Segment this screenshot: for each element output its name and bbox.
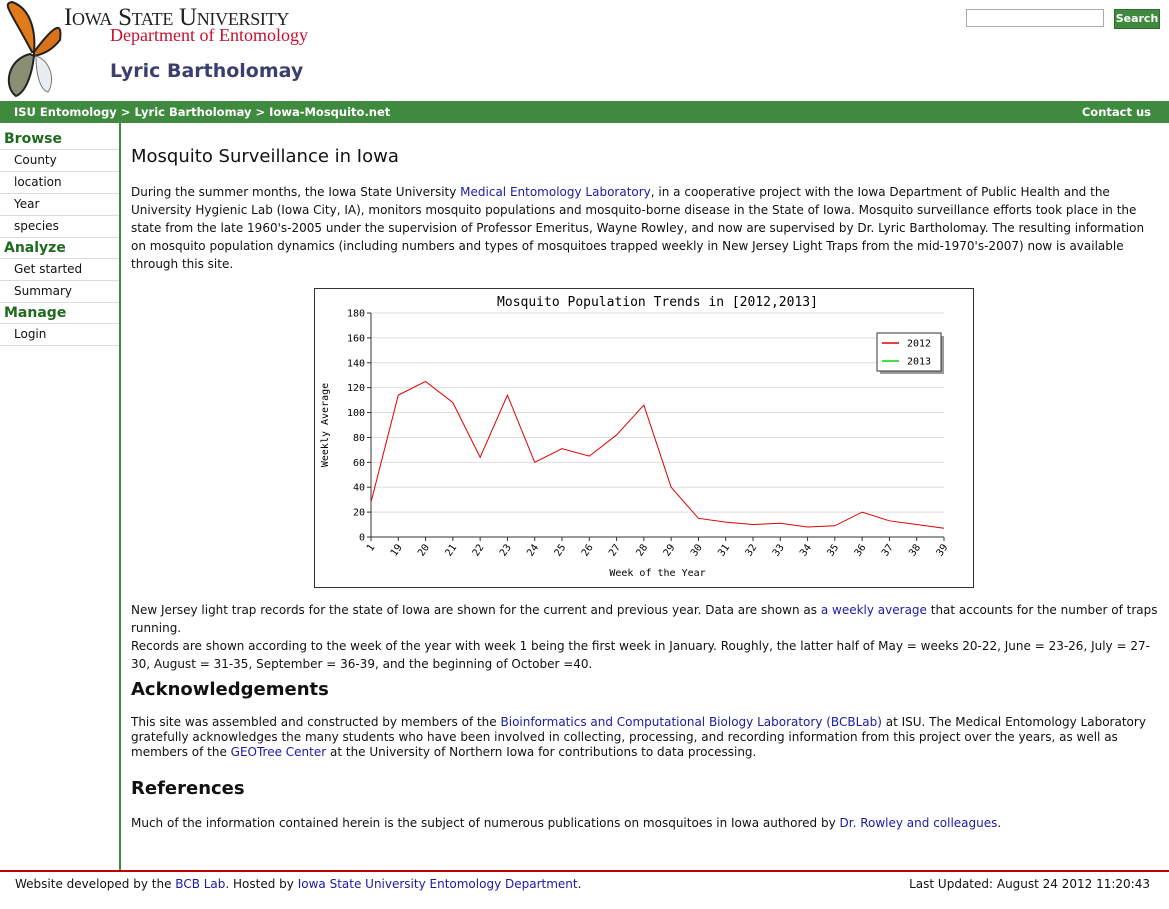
butterfly-logo	[6, 0, 62, 98]
link[interactable]: Iowa State University Entomology Departm…	[297, 877, 578, 891]
series-line	[370, 380, 945, 529]
text: at the University of Northern Iowa for c…	[326, 745, 757, 759]
contact-link[interactable]: Contact us	[1081, 105, 1151, 119]
y-tick-label: 20	[353, 508, 365, 519]
breadcrumb-link[interactable]: Iowa-Mosquito.net	[269, 105, 391, 119]
legend	[876, 332, 942, 372]
sidebar-link[interactable]: Get started	[0, 259, 119, 281]
sidebar-link[interactable]: species	[0, 216, 119, 238]
y-tick-label: 80	[353, 433, 365, 444]
intro-paragraph: During the summer months, the Iowa State…	[131, 183, 1151, 273]
link[interactable]: GEOTree Center	[230, 745, 327, 759]
department-name: Department of Entomology	[110, 25, 308, 45]
text: at ISU. The Medical Entomology Laborator…	[131, 715, 1146, 759]
sidebar-link[interactable]: Summary	[0, 281, 119, 303]
x-tick-label: 1	[365, 542, 377, 553]
y-tick-label: 180	[347, 309, 365, 320]
text: . Hosted by	[225, 877, 298, 891]
text: Records are shown according to the week …	[131, 639, 1150, 671]
y-tick-label: 160	[347, 333, 365, 344]
chart-title: Mosquito Population Trends in [2012,2013…	[497, 295, 818, 310]
y-tick-label: 40	[353, 483, 365, 494]
last-updated: Last Updated: August 24 2012 11:20:43	[909, 877, 1150, 891]
text: Website developed by the	[15, 877, 176, 891]
sidebar: Browse County location Year species Analyze Ge…	[0, 129, 119, 346]
link[interactable]: a weekly average	[820, 603, 927, 617]
link[interactable]: Dr. Rowley and colleagues	[839, 816, 998, 830]
search-button[interactable]: Search	[1114, 9, 1160, 29]
link[interactable]: Bioinformatics and Computational Biology…	[500, 715, 882, 729]
x-axis-label: Week of the Year	[609, 568, 705, 579]
text: This site was assembled and constructed …	[131, 715, 501, 729]
breadcrumb-separator: >	[255, 105, 266, 119]
text: .	[577, 877, 582, 891]
link[interactable]: BCB Lab	[175, 877, 226, 891]
sidebar-heading: Manage	[0, 303, 119, 324]
y-tick-label: 0	[359, 533, 365, 544]
chart: Mosquito Population Trends in [2012,2013…	[314, 288, 974, 588]
text: , in a cooperative project with the Iowa…	[131, 185, 1145, 271]
text: that accounts for the number of traps ru…	[131, 603, 1158, 635]
link[interactable]: Medical Entomology Laboratory	[460, 185, 651, 199]
legend-label: 2012	[907, 339, 931, 350]
breadcrumb-link[interactable]: Lyric Bartholomay	[134, 105, 252, 119]
ack-paragraph: This site was assembled and constructed …	[131, 715, 1151, 760]
sidebar-heading: Browse	[0, 129, 119, 150]
footer-credits: Website developed by the BCB Lab. Hosted…	[15, 877, 581, 891]
sidebar-divider	[119, 123, 121, 871]
breadcrumb-link[interactable]: ISU Entomology	[14, 105, 117, 119]
section-heading: Acknowledgements	[131, 679, 329, 700]
ref-paragraph: Much of the information contained herein…	[131, 814, 1151, 832]
sidebar-link[interactable]: location	[0, 172, 119, 194]
section-heading: References	[131, 778, 245, 799]
y-axis-label: Weekly Average	[320, 383, 331, 467]
y-tick-label: 140	[347, 358, 365, 369]
text: New Jersey light trap records for the st…	[131, 603, 821, 617]
legend-label: 2013	[907, 357, 931, 368]
chart-frame	[314, 288, 974, 588]
y-tick-label: 100	[347, 408, 365, 419]
sidebar-heading: Analyze	[0, 238, 119, 259]
text: During the summer months, the Iowa State…	[131, 185, 461, 199]
site-title[interactable]: Lyric Bartholomay	[110, 60, 304, 82]
breadcrumb-separator: >	[120, 105, 131, 119]
sidebar-link[interactable]: Login	[0, 324, 119, 346]
footer-rule	[0, 870, 1169, 872]
sidebar-link[interactable]: County	[0, 150, 119, 172]
notes-paragraph: New Jersey light trap records for the st…	[131, 601, 1161, 673]
text: Much of the information contained herein…	[131, 816, 840, 830]
university-name: Iowa State University	[64, 4, 290, 31]
breadcrumb-bar: ISU Entomology > Lyric Bartholomay > Iow…	[0, 101, 1169, 123]
y-tick-label: 120	[347, 383, 365, 394]
y-tick-label: 60	[353, 458, 365, 469]
page-title: Mosquito Surveillance in Iowa	[131, 146, 399, 167]
sidebar-link[interactable]: Year	[0, 194, 119, 216]
text: .	[997, 816, 1002, 830]
search-input[interactable]	[966, 9, 1104, 27]
